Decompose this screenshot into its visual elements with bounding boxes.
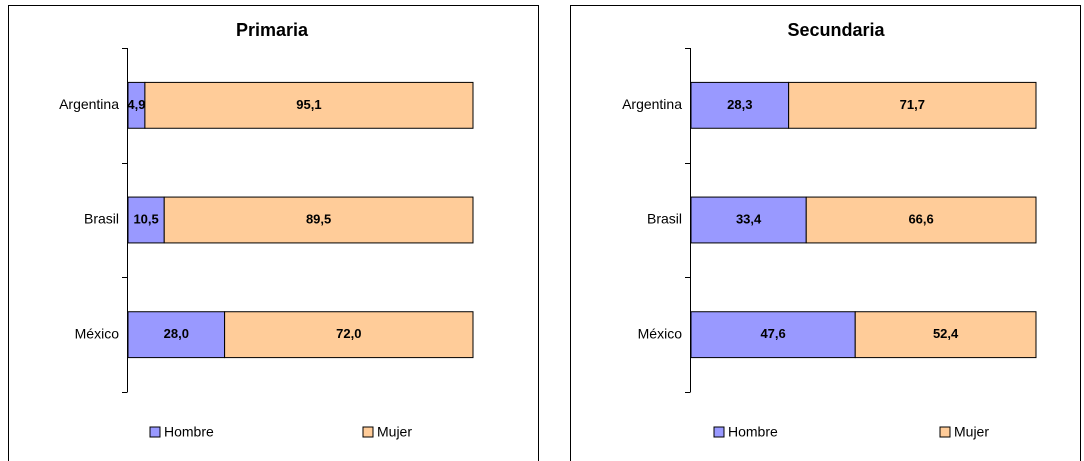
legend-swatch	[939, 426, 951, 438]
bar-segment	[163, 196, 474, 244]
legend-swatch	[149, 426, 161, 438]
value-label: 66,6	[908, 211, 933, 226]
y-tick-label: México	[75, 325, 120, 341]
value-label: 10,5	[133, 211, 158, 226]
bar-segment	[127, 196, 165, 244]
bar-segment	[690, 311, 856, 359]
y-tick-label: Argentina	[622, 96, 682, 112]
value-label: 33,4	[736, 211, 762, 226]
bar-segment	[854, 311, 1037, 359]
bar-segment	[690, 81, 790, 129]
y-tick-label: México	[638, 325, 683, 341]
legend-swatch	[362, 426, 374, 438]
legend-label: Hombre	[164, 424, 214, 440]
bar-segment	[690, 196, 807, 244]
bar-segment	[127, 311, 226, 359]
bar-segment	[788, 81, 1037, 129]
value-label: 4,9	[127, 97, 145, 112]
value-label: 28,0	[164, 326, 189, 341]
legend-label: Mujer	[377, 424, 412, 440]
chart-title: Secundaria	[787, 20, 885, 40]
value-label: 28,3	[727, 97, 752, 112]
chart-title: Primaria	[236, 20, 309, 40]
y-tick-label: Brasil	[84, 211, 119, 227]
y-tick-label: Brasil	[647, 211, 682, 227]
legend-label: Mujer	[954, 424, 989, 440]
value-label: 47,6	[760, 326, 785, 341]
value-label: 52,4	[933, 326, 959, 341]
y-tick-label: Argentina	[59, 96, 119, 112]
legend-swatch	[713, 426, 725, 438]
value-label: 72,0	[336, 326, 361, 341]
bar-segment	[224, 311, 474, 359]
value-label: 95,1	[296, 97, 321, 112]
bar-segment	[805, 196, 1037, 244]
bar-segment	[144, 81, 474, 129]
legend-label: Hombre	[728, 424, 778, 440]
value-label: 71,7	[900, 97, 925, 112]
value-label: 89,5	[306, 211, 331, 226]
